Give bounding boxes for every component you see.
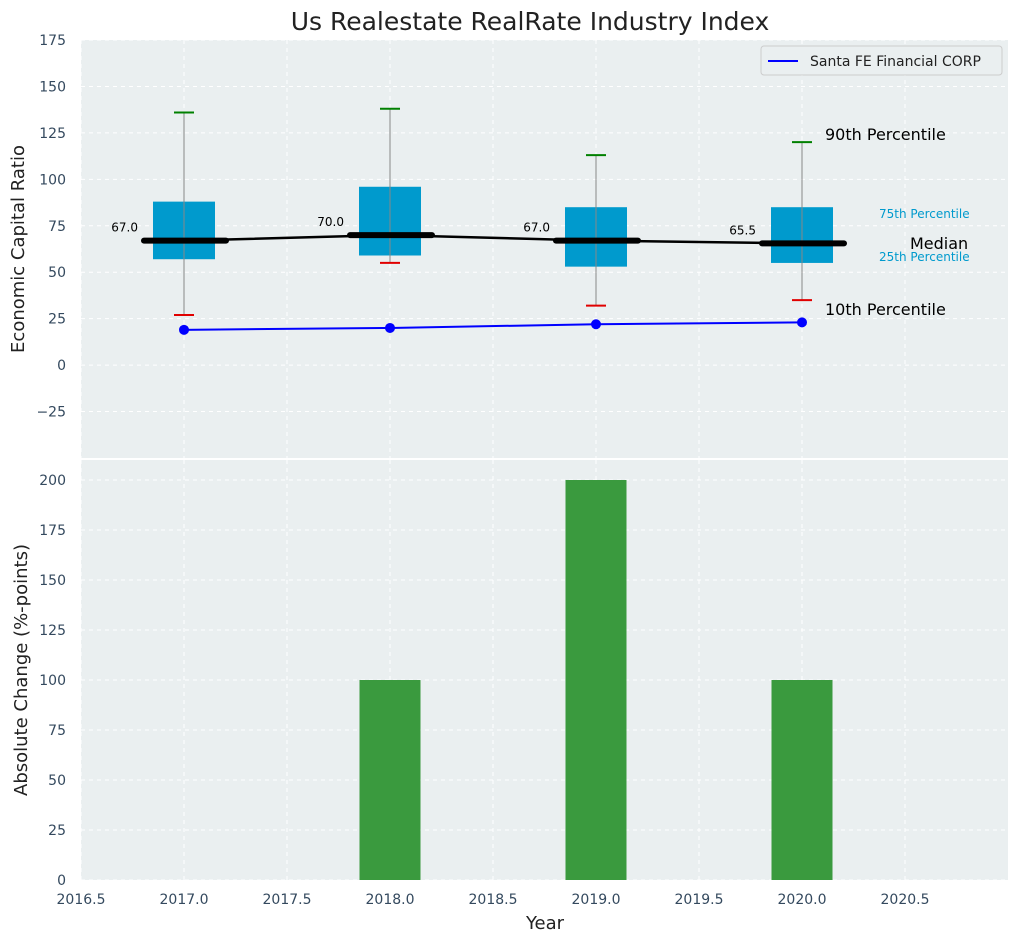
bottom-y-tick-label: 100 bbox=[39, 673, 66, 689]
median-trend-line bbox=[183, 233, 803, 245]
x-tick-label: 2020.0 bbox=[778, 892, 827, 908]
top-y-tick-label: 100 bbox=[39, 172, 66, 188]
top-y-ticks: −25 0 25 50 75 100 125 150 175 bbox=[36, 33, 66, 421]
series-point bbox=[797, 317, 807, 328]
median-value-label: 67.0 bbox=[523, 221, 550, 235]
x-tick-label: 2018.5 bbox=[469, 892, 518, 908]
series-line bbox=[183, 321, 803, 331]
x-tick-label: 2019.0 bbox=[572, 892, 621, 908]
chart-title: Us Realestate RealRate Industry Index bbox=[291, 7, 770, 36]
top-y-tick-label: 0 bbox=[57, 358, 66, 374]
legend-box bbox=[760, 45, 1003, 76]
top-y-tick-label: 125 bbox=[39, 126, 66, 142]
x-tick-label: 2019.5 bbox=[675, 892, 724, 908]
top-y-axis-label: Economic Capital Ratio bbox=[8, 145, 29, 353]
bottom-y-tick-label: 0 bbox=[57, 873, 66, 889]
bottom-x-ticks: 2016.5 2017.0 2017.5 2018.0 2018.5 2019.0 2019… bbox=[57, 892, 930, 908]
top-plot-background bbox=[81, 40, 1008, 458]
bottom-bars bbox=[359, 480, 833, 880]
x-tick-label: 2017.5 bbox=[263, 892, 312, 908]
median-value-label: 65.5 bbox=[729, 223, 756, 237]
top-annotations: 90th Percentile Median 75th Percentile 2… bbox=[825, 125, 970, 319]
bottom-axes: 0 25 50 75 100 125 150 175 200 2016.5 2017.0 2017.… bbox=[11, 460, 1008, 934]
bar bbox=[359, 680, 421, 880]
x-tick-label: 2018.0 bbox=[366, 892, 415, 908]
top-median-line: 67.0 70.0 67.0 65.5 bbox=[111, 215, 847, 247]
top-boxes bbox=[153, 107, 833, 316]
x-tick-label: 2017.0 bbox=[160, 892, 209, 908]
bottom-plot-background bbox=[81, 460, 1008, 880]
bottom-y-tick-label: 150 bbox=[39, 573, 66, 589]
top-y-tick-label: 150 bbox=[39, 79, 66, 95]
top-y-tick-label: 50 bbox=[48, 265, 66, 281]
median-value-label: 70.0 bbox=[317, 215, 344, 229]
bottom-y-ticks: 0 25 50 75 100 125 150 175 200 bbox=[39, 473, 66, 889]
bar bbox=[771, 680, 833, 880]
bottom-y-tick-label: 200 bbox=[39, 473, 66, 489]
annotation-p90: 90th Percentile bbox=[825, 125, 946, 144]
bottom-y-tick-label: 25 bbox=[48, 823, 66, 839]
series-point bbox=[385, 322, 395, 333]
x-axis-label: Year bbox=[525, 913, 565, 934]
legend: Santa FE Financial CORP bbox=[760, 45, 1003, 76]
top-y-tick-label: 25 bbox=[48, 312, 66, 328]
bottom-y-axis-label: Absolute Change (%-points) bbox=[11, 544, 32, 796]
bottom-y-tick-label: 75 bbox=[48, 723, 66, 739]
top-y-tick-label: 75 bbox=[48, 219, 66, 235]
median-value-label: 67.0 bbox=[111, 221, 138, 235]
legend-label: Santa FE Financial CORP bbox=[810, 54, 981, 70]
bottom-y-tick-label: 175 bbox=[39, 523, 66, 539]
annotation-p10: 10th Percentile bbox=[825, 300, 946, 319]
annotation-p75: 75th Percentile bbox=[879, 207, 970, 221]
top-y-tick-label: 175 bbox=[39, 33, 66, 49]
bar bbox=[565, 480, 627, 880]
series-point bbox=[179, 324, 189, 335]
bottom-y-tick-label: 125 bbox=[39, 623, 66, 639]
bottom-y-tick-label: 50 bbox=[48, 773, 66, 789]
top-y-tick-label: −25 bbox=[36, 405, 66, 421]
top-series bbox=[179, 317, 807, 335]
annotation-median: Median bbox=[910, 234, 968, 253]
annotation-p25: 25th Percentile bbox=[879, 250, 970, 264]
x-tick-label: 2016.5 bbox=[57, 892, 106, 908]
x-tick-label: 2020.5 bbox=[881, 892, 930, 908]
series-point bbox=[591, 319, 601, 330]
